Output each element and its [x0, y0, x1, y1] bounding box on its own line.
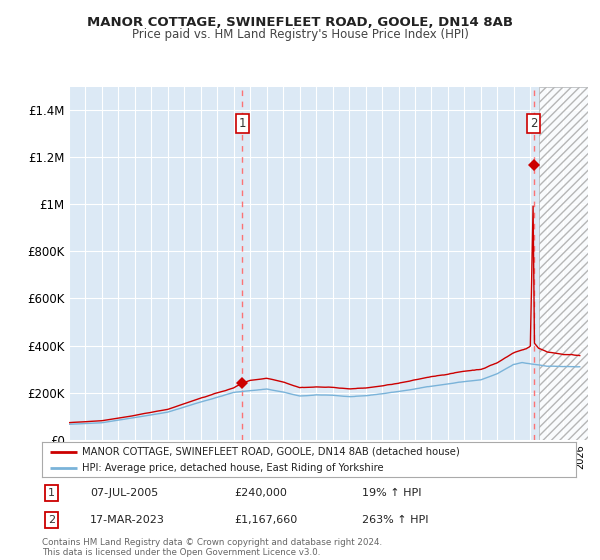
Text: 07-JUL-2005: 07-JUL-2005	[90, 488, 158, 498]
Text: 2: 2	[48, 515, 55, 525]
Text: Price paid vs. HM Land Registry's House Price Index (HPI): Price paid vs. HM Land Registry's House …	[131, 28, 469, 41]
Text: 1: 1	[239, 118, 246, 130]
Text: £240,000: £240,000	[234, 488, 287, 498]
Text: Contains HM Land Registry data © Crown copyright and database right 2024.
This d: Contains HM Land Registry data © Crown c…	[42, 538, 382, 557]
Text: MANOR COTTAGE, SWINEFLEET ROAD, GOOLE, DN14 8AB: MANOR COTTAGE, SWINEFLEET ROAD, GOOLE, D…	[87, 16, 513, 29]
Text: 19% ↑ HPI: 19% ↑ HPI	[362, 488, 422, 498]
Text: 1: 1	[48, 488, 55, 498]
Bar	[539, 87, 588, 440]
Text: MANOR COTTAGE, SWINEFLEET ROAD, GOOLE, DN14 8AB (detached house): MANOR COTTAGE, SWINEFLEET ROAD, GOOLE, D…	[82, 447, 460, 457]
Text: 17-MAR-2023: 17-MAR-2023	[90, 515, 165, 525]
Text: £1,167,660: £1,167,660	[234, 515, 298, 525]
Text: HPI: Average price, detached house, East Riding of Yorkshire: HPI: Average price, detached house, East…	[82, 463, 383, 473]
Text: 263% ↑ HPI: 263% ↑ HPI	[362, 515, 429, 525]
Text: 2: 2	[530, 118, 538, 130]
